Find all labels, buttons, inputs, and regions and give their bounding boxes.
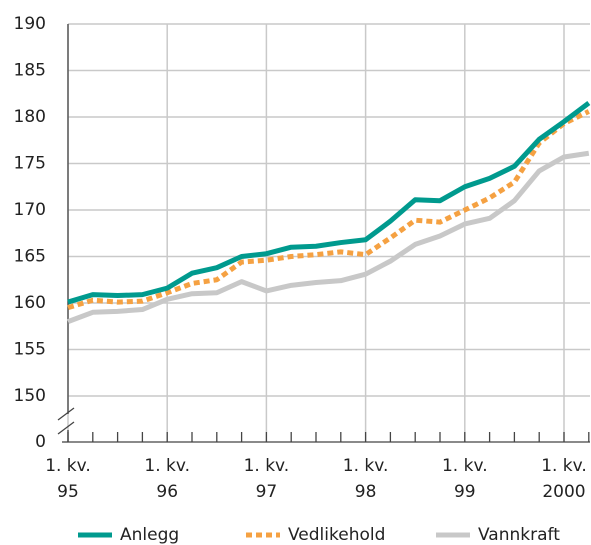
series-line [67,101,591,305]
legend-item: Vedlikehold [246,525,385,545]
x-tick-label: 98 [355,482,377,502]
x-tick-label: 95 [57,482,79,502]
legend-item: Anlegg [78,525,179,545]
y-tick-label: 180 [14,107,46,127]
y-tick-label: 0 [35,432,46,452]
x-tick-label: 97 [256,482,278,502]
y-tick-label: 185 [14,61,46,81]
y-tick-label: 150 [14,386,46,406]
x-tick-label: 1. kv. [343,456,389,476]
axis-break [57,407,75,421]
legend-label: Vedlikehold [288,525,385,545]
x-tick-label: 96 [156,482,178,502]
legend-label: Anlegg [120,525,179,545]
series-line [67,109,590,311]
x-tick-label: 99 [454,482,476,502]
x-tick-label: 2000 [542,482,585,502]
y-tick-label: 160 [14,293,46,313]
legend-label: Vannkraft [478,525,560,545]
series-line [67,150,590,324]
y-tick-label: 165 [14,247,46,267]
x-tick-label: 1. kv. [144,456,190,476]
y-tick-label: 170 [14,200,46,220]
legend-item: Vannkraft [436,525,560,545]
x-tick-label: 1. kv. [45,456,91,476]
x-tick-label: 1. kv. [244,456,290,476]
y-tick-label: 155 [14,340,46,360]
y-tick-label: 190 [14,14,46,34]
y-tick-label: 175 [14,154,46,174]
axis-break [57,421,75,435]
x-tick-label: 1. kv. [442,456,488,476]
x-tick-label: 1. kv. [541,456,587,476]
